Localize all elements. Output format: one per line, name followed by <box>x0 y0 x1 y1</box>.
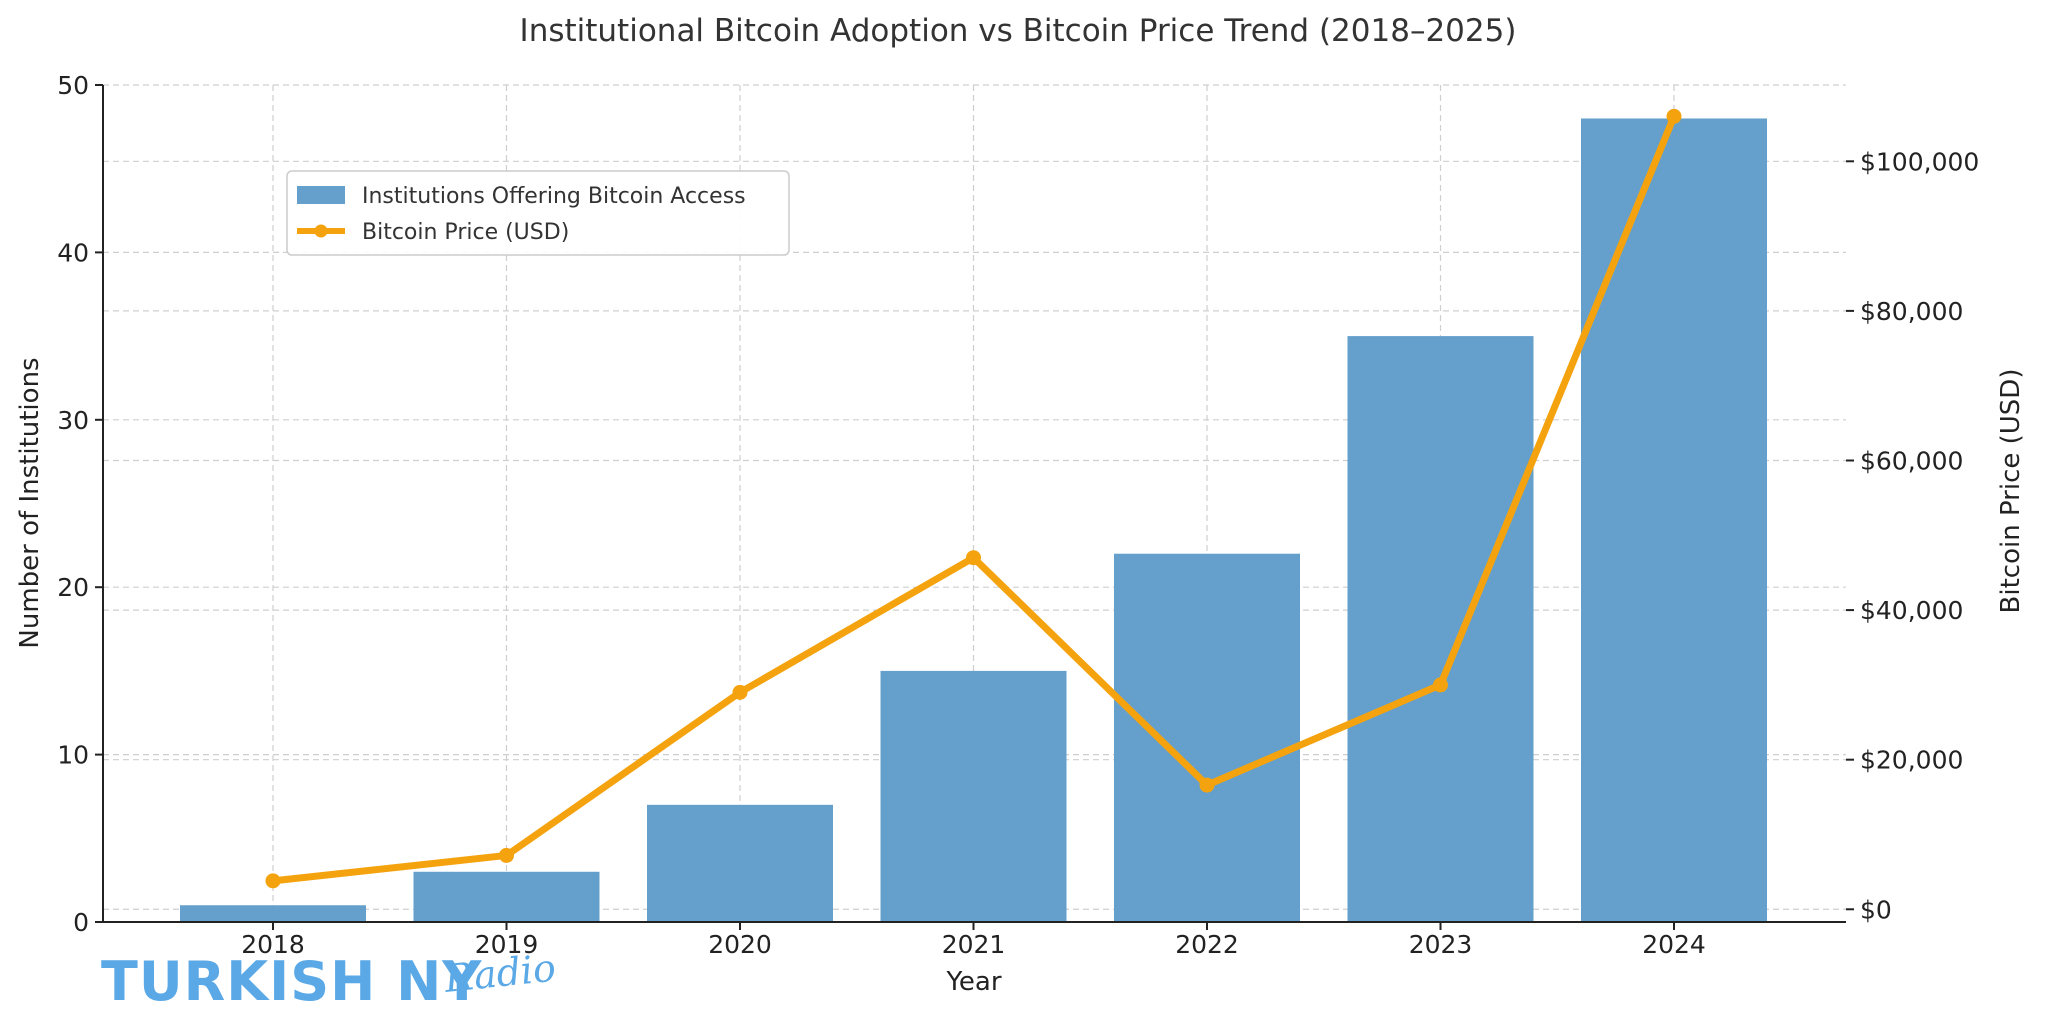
x-axis-label: Year <box>945 967 1001 997</box>
x-tick-label: 2019 <box>475 930 539 959</box>
x-ticks: 2018 2019 2020 2021 2022 2023 2024 <box>241 922 1706 959</box>
y2-tick-label: $80,000 <box>1860 297 1963 326</box>
bar-2018 <box>180 905 366 922</box>
x-tick-label: 2021 <box>942 930 1006 959</box>
y2-tick-label: $0 <box>1860 895 1892 924</box>
bar-2021 <box>880 670 1067 922</box>
x-tick-label: 2024 <box>1642 930 1706 959</box>
x-tick-label: 2020 <box>708 930 772 959</box>
bar-2024 <box>1581 118 1767 923</box>
price-point-2021 <box>966 550 981 566</box>
price-point-2020 <box>732 684 748 700</box>
y2-tick-label: $100,000 <box>1860 147 1979 176</box>
watermark-logo: TURKISH NY Radio <box>101 946 558 1013</box>
legend: Institutions Offering Bitcoin Access Bit… <box>286 170 790 256</box>
y-tick-label: 20 <box>57 573 89 602</box>
chart-title: Institutional Bitcoin Adoption vs Bitcoi… <box>520 13 1517 49</box>
y-tick-label: 40 <box>57 238 89 267</box>
price-point-2022 <box>1199 777 1215 793</box>
y-tick-label: 0 <box>73 908 89 937</box>
y-tick-label: 30 <box>57 406 89 435</box>
legend-label-price: Bitcoin Price (USD) <box>362 220 569 245</box>
legend-box <box>286 170 790 256</box>
y-tick-label: 50 <box>57 71 89 100</box>
bar-2022 <box>1114 553 1300 922</box>
bar-series <box>180 118 1767 923</box>
bar-2023 <box>1347 336 1534 923</box>
bar-2019 <box>413 871 600 922</box>
price-point-2018 <box>265 873 281 889</box>
line-series <box>265 108 1682 889</box>
legend-bar-swatch <box>297 186 345 204</box>
y-axis-label: Number of Institutions <box>15 357 45 648</box>
x-tick-label: 2018 <box>241 930 305 959</box>
price-point-2024 <box>1666 108 1682 124</box>
x-tick-label: 2023 <box>1409 930 1473 959</box>
legend-label-institutions: Institutions Offering Bitcoin Access <box>362 184 746 209</box>
y2-tick-label: $20,000 <box>1860 746 1963 775</box>
price-point-2023 <box>1433 677 1448 693</box>
y-ticks-left: 0 10 20 30 40 50 <box>57 71 103 937</box>
y-tick-label: 10 <box>57 741 89 770</box>
y2-axis-label: Bitcoin Price (USD) <box>1996 369 2026 614</box>
y2-tick-label: $60,000 <box>1860 446 1963 475</box>
bar-2020 <box>647 804 833 922</box>
x-tick-label: 2022 <box>1175 930 1239 959</box>
watermark-main-text: TURKISH NY <box>101 950 482 1013</box>
y2-tick-label: $40,000 <box>1860 596 1963 625</box>
legend-line-marker <box>314 224 328 238</box>
grid <box>103 84 1846 923</box>
price-point-2019 <box>499 847 514 863</box>
y-ticks-right: $0 $20,000 $40,000 $60,000 $80,000 $100,000 <box>1846 147 1979 924</box>
